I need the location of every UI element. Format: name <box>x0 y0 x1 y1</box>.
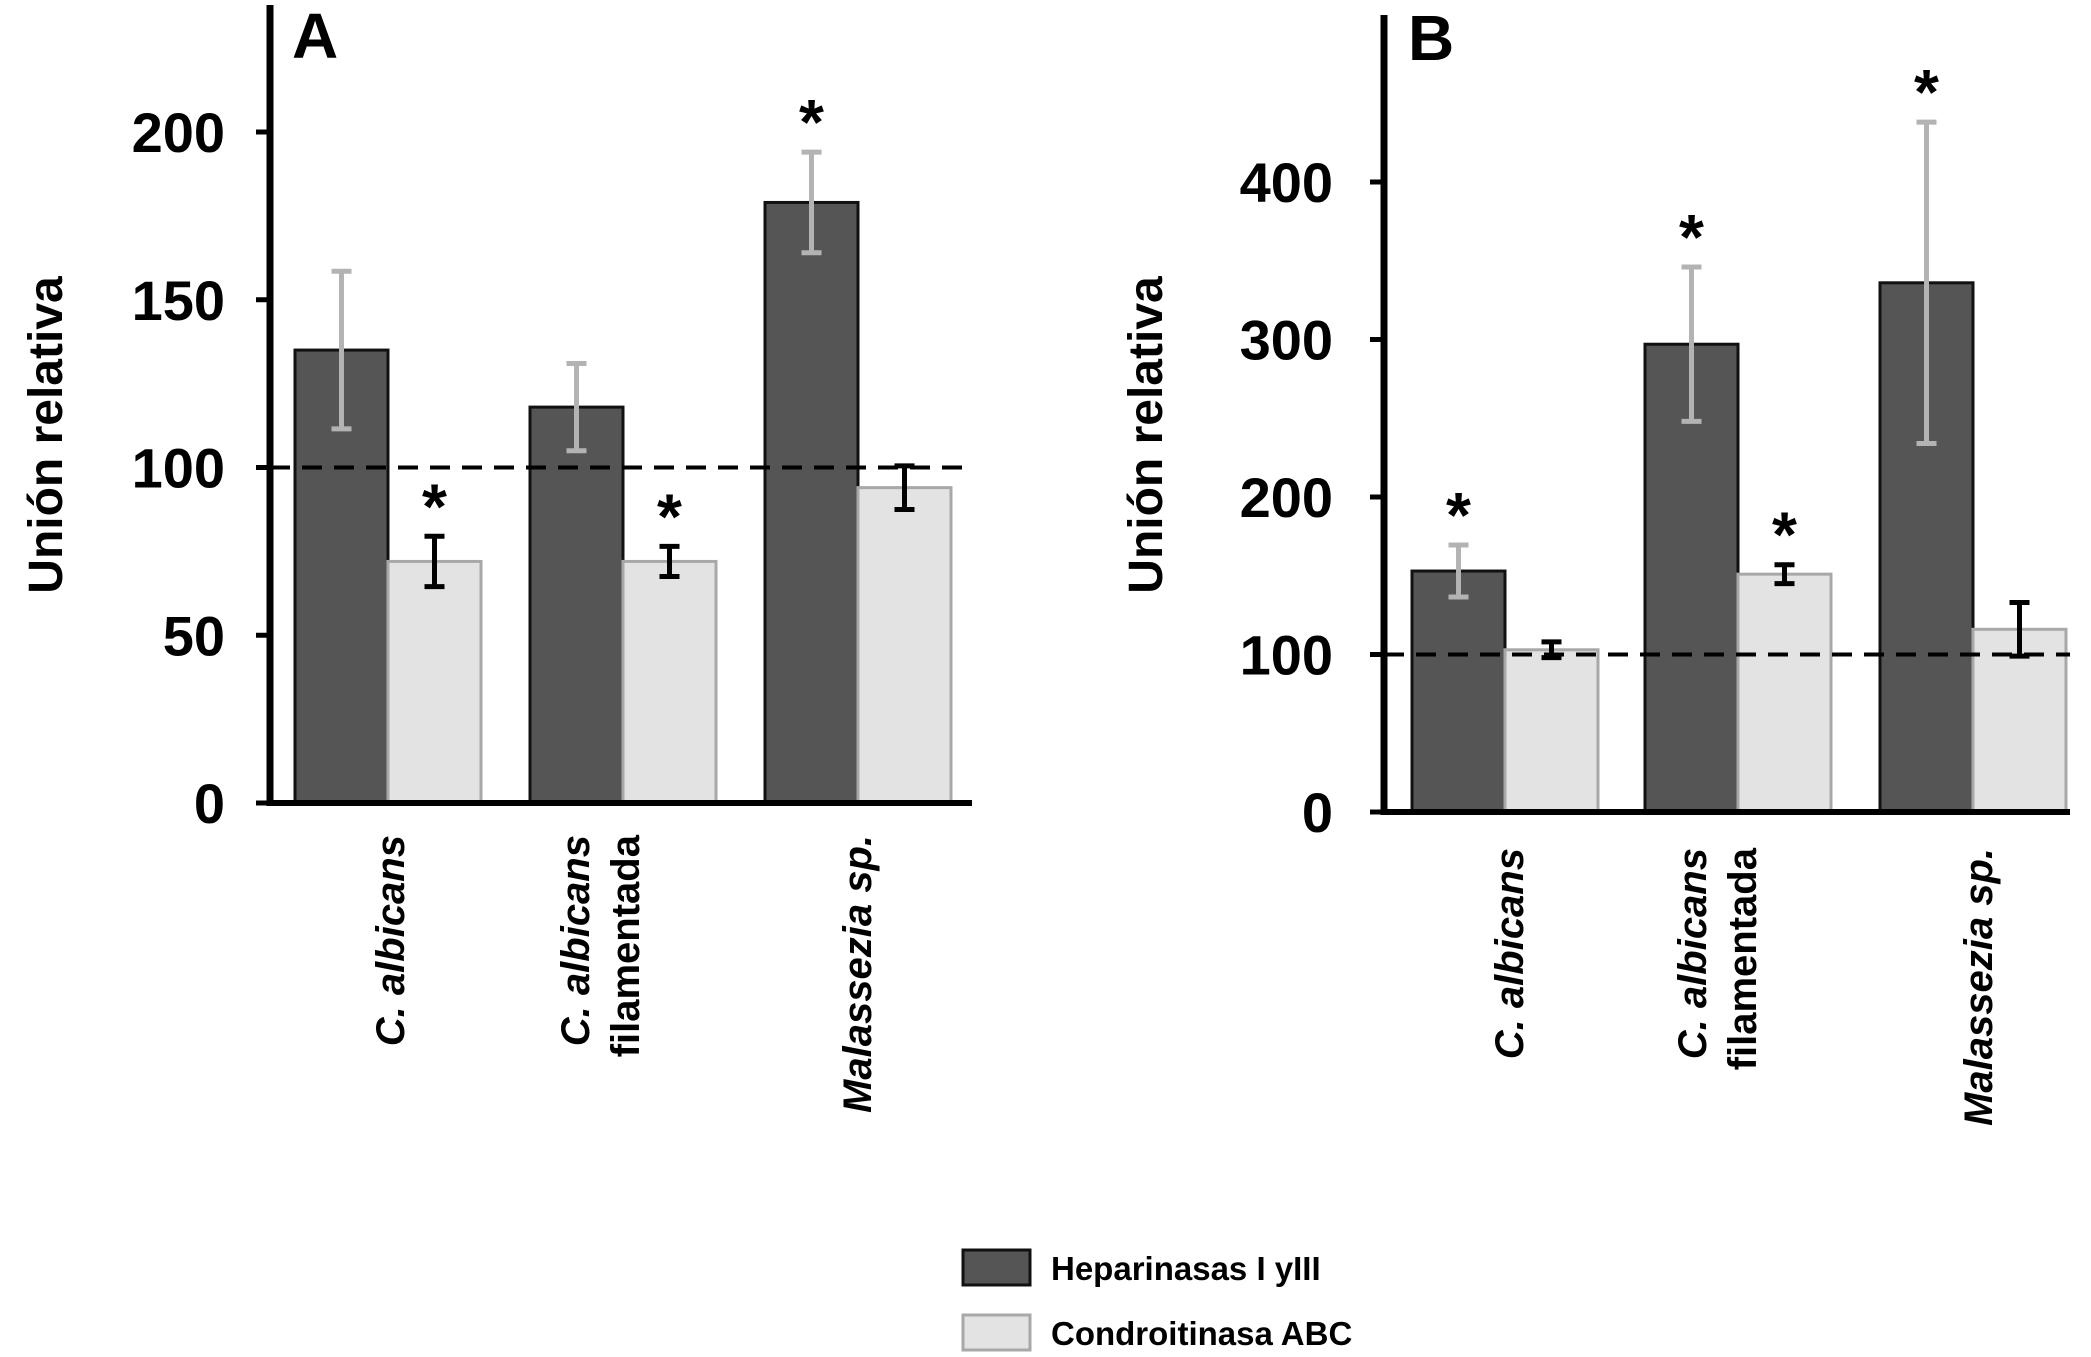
y-axis-title: Unión relativa <box>1120 276 1173 594</box>
y-tick-label: 200 <box>1240 466 1333 529</box>
y-tick-label: 100 <box>132 437 225 500</box>
y-tick-label: 100 <box>1240 624 1333 687</box>
bar <box>1503 648 1600 814</box>
legend: Heparinasas I yIII Condroitinasa ABC <box>961 1248 1352 1352</box>
bar <box>386 559 483 805</box>
category-label: C. albicans <box>554 835 598 1046</box>
category-label: filamentada <box>604 834 648 1057</box>
category-label: filamentada <box>1721 847 1765 1070</box>
y-tick-label: 300 <box>1240 309 1333 372</box>
y-tick-label: 0 <box>194 772 225 835</box>
significance-star: * <box>657 480 682 552</box>
significance-star: * <box>1772 499 1797 571</box>
bar <box>1410 569 1507 814</box>
chart-panel-a: * * * 0 50 100 150 200 Unión relativa A C. albican… <box>20 0 972 1113</box>
significance-star: * <box>1679 201 1704 273</box>
category-label: C. albicans <box>369 835 413 1046</box>
y-axis-title: Unión relativa <box>20 276 73 594</box>
significance-star: * <box>1914 56 1939 128</box>
bar <box>763 200 860 805</box>
bar <box>1736 572 1833 814</box>
bar <box>621 559 718 805</box>
bar <box>856 486 953 805</box>
y-tick-label: 200 <box>132 101 225 164</box>
y-tick-label: 400 <box>1240 151 1333 214</box>
significance-star: * <box>1446 479 1471 551</box>
significance-star: * <box>799 86 824 158</box>
bar <box>1971 627 2068 814</box>
category-label: C. albicans <box>1671 848 1715 1059</box>
legend-label: Condroitinasa ABC <box>1051 1315 1352 1352</box>
category-label: C. albicans <box>1488 848 1532 1059</box>
y-tick-label: 0 <box>1302 781 1333 844</box>
category-label: Malassezia sp. <box>836 835 880 1113</box>
legend-swatch <box>961 1248 1032 1287</box>
significance-star: * <box>422 470 447 542</box>
panel-letter: B <box>1408 2 1454 74</box>
y-tick-label: 50 <box>163 604 225 667</box>
chart-panel-b: * * * * 0 100 200 300 400 Unión relativa B C. albic… <box>1120 2 2070 1126</box>
legend-swatch <box>961 1313 1032 1352</box>
panel-letter: A <box>292 0 338 72</box>
y-tick-label: 150 <box>132 269 225 332</box>
category-label: Malassezia sp. <box>1957 848 2001 1126</box>
legend-label: Heparinasas I yIII <box>1051 1250 1321 1287</box>
